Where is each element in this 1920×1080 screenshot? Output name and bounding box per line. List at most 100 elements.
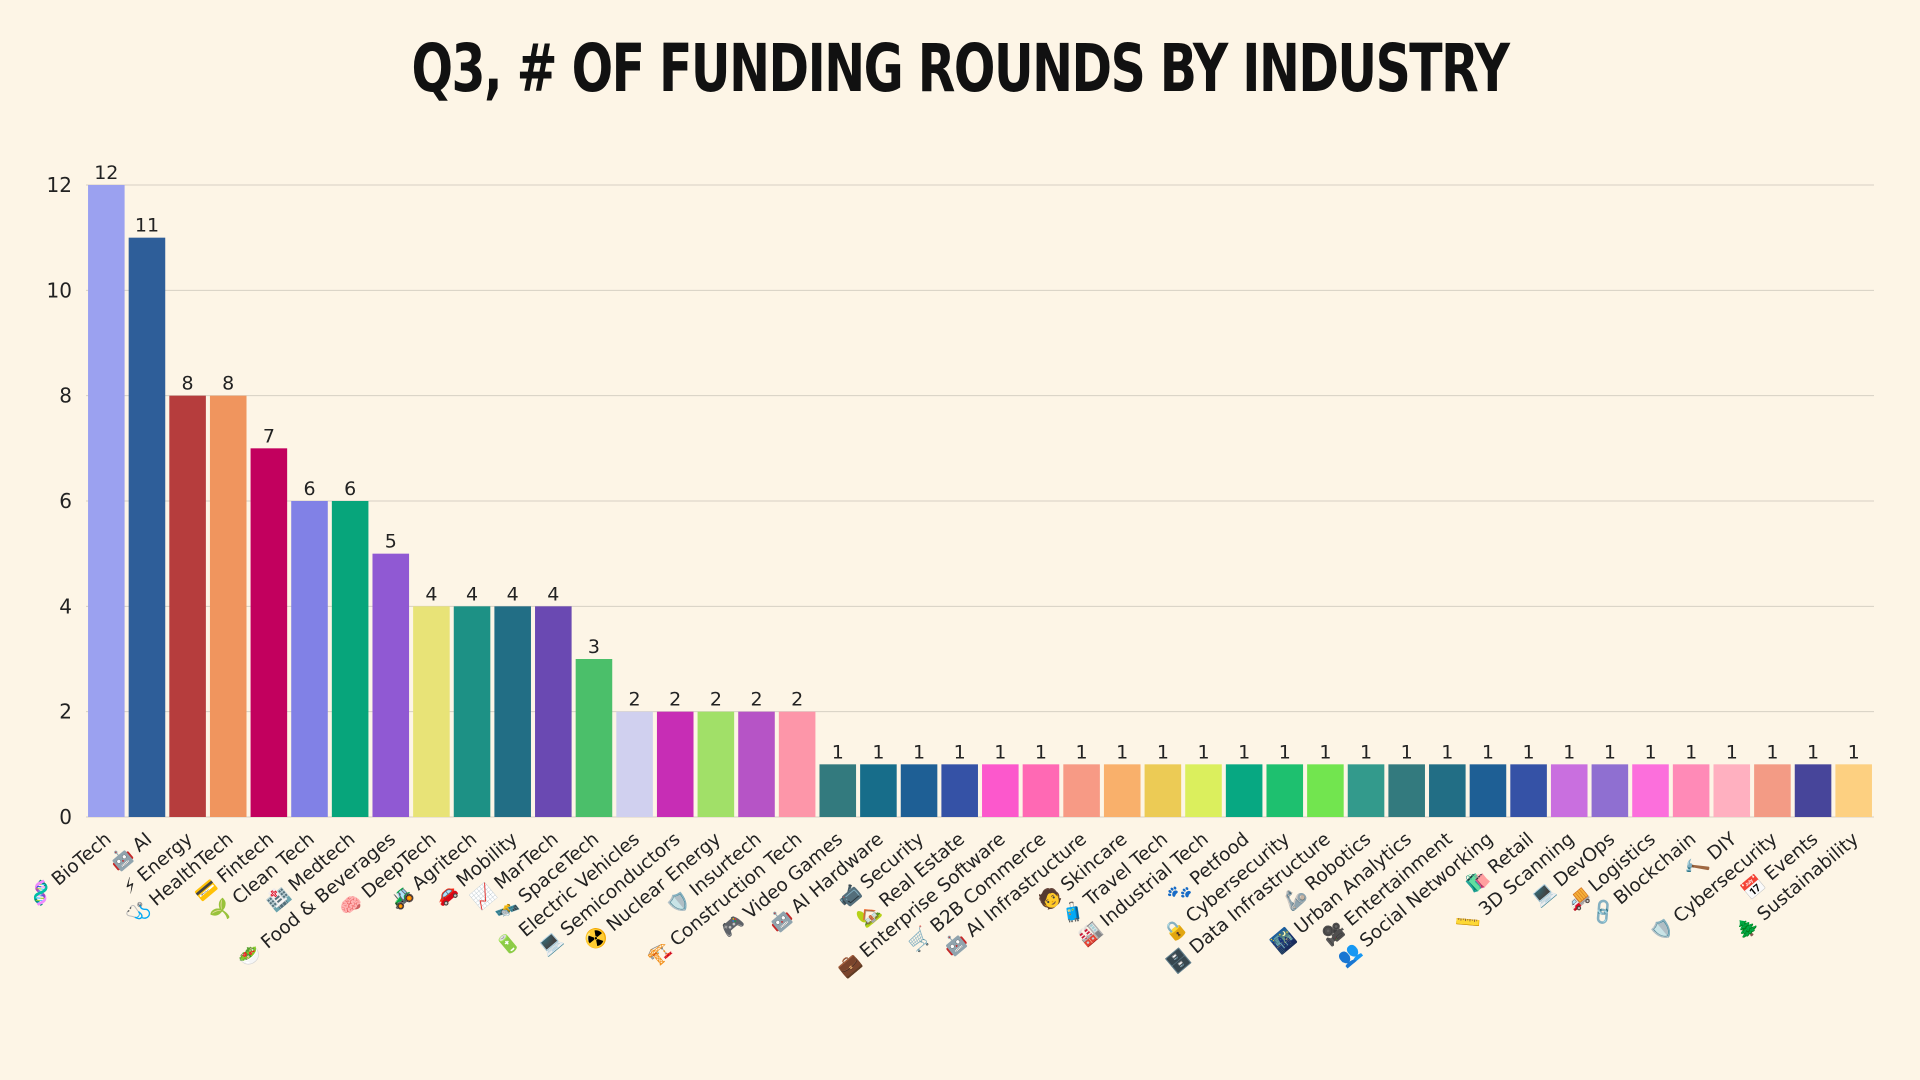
bar <box>982 764 1019 817</box>
bar <box>372 553 410 817</box>
data-label: 1 <box>1441 741 1453 763</box>
y-axis-ticks: 0 2 4 6 8 10 12 <box>47 173 72 829</box>
data-label: 3 <box>588 636 600 658</box>
y-tick-label: 0 <box>59 805 72 829</box>
bar <box>1347 764 1385 817</box>
data-label: 7 <box>263 425 275 447</box>
bar <box>1429 764 1466 817</box>
data-label: 1 <box>1279 741 1291 763</box>
data-label: 1 <box>1360 741 1372 763</box>
data-label: 4 <box>547 583 559 605</box>
bar <box>1510 764 1547 817</box>
bar <box>1469 764 1507 817</box>
bar <box>1063 764 1100 817</box>
data-label: 1 <box>1076 741 1088 763</box>
data-label: 1 <box>1848 741 1860 763</box>
data-label: 1 <box>1482 741 1494 763</box>
data-label: 1 <box>1644 741 1656 763</box>
data-label: 1 <box>832 741 844 763</box>
bar <box>1672 764 1710 817</box>
bar <box>1144 764 1182 817</box>
bar <box>860 764 897 817</box>
bar <box>1754 764 1791 817</box>
data-label: 1 <box>1116 741 1128 763</box>
bar <box>900 764 938 817</box>
data-label: 2 <box>629 689 641 711</box>
data-label: 1 <box>1197 741 1209 763</box>
bar <box>656 711 694 817</box>
data-label: 1 <box>1157 741 1169 763</box>
data-label: 1 <box>1523 741 1535 763</box>
bar <box>250 448 288 817</box>
data-label: 5 <box>385 531 397 553</box>
bar <box>494 606 531 817</box>
data-label: 1 <box>872 741 884 763</box>
y-tick-label: 6 <box>59 489 72 513</box>
y-tick-label: 12 <box>47 173 72 197</box>
data-label: 1 <box>1726 741 1738 763</box>
bar <box>1388 764 1425 817</box>
bar <box>1103 764 1141 817</box>
data-label: 1 <box>1807 741 1819 763</box>
data-label: 1 <box>1035 741 1047 763</box>
data-label: 8 <box>182 373 194 395</box>
data-label: 1 <box>1604 741 1616 763</box>
bar <box>738 711 775 817</box>
bar <box>778 711 816 817</box>
data-label: 2 <box>710 689 722 711</box>
data-label: 2 <box>750 689 762 711</box>
data-label: 4 <box>466 583 478 605</box>
data-label: 1 <box>913 741 925 763</box>
data-label: 8 <box>222 373 234 395</box>
bars <box>88 185 1872 817</box>
bar <box>1591 764 1629 817</box>
data-label: 1 <box>1319 741 1331 763</box>
data-label: 2 <box>791 689 803 711</box>
data-label: 6 <box>303 478 315 500</box>
data-label: 2 <box>669 689 681 711</box>
bar <box>697 711 735 817</box>
category-labels: 🧬 BioTech🤖 AI⚡ Energy🩺 HealthTech💳 Finte… <box>25 827 1863 981</box>
bar <box>1794 764 1832 817</box>
bar <box>1835 764 1872 817</box>
bar <box>169 395 206 817</box>
data-label: 1 <box>1685 741 1697 763</box>
data-label: 1 <box>994 741 1006 763</box>
bar <box>1185 764 1222 817</box>
data-label: 1 <box>1401 741 1413 763</box>
y-tick-label: 4 <box>59 594 72 618</box>
bar <box>1225 764 1263 817</box>
data-label: 1 <box>954 741 966 763</box>
bar <box>616 711 653 817</box>
bar <box>575 659 613 817</box>
bar <box>413 606 450 817</box>
bar <box>1550 764 1588 817</box>
bar <box>1022 764 1060 817</box>
bar <box>1632 764 1669 817</box>
data-label: 1 <box>1563 741 1575 763</box>
y-tick-label: 8 <box>59 384 72 408</box>
data-label: 1 <box>1238 741 1250 763</box>
bar <box>88 185 125 817</box>
y-tick-label: 10 <box>47 278 72 302</box>
bar <box>209 395 247 817</box>
chart-title: Q3, # OF FUNDING ROUNDS BY INDUSTRY <box>411 30 1509 107</box>
data-label: 6 <box>344 478 356 500</box>
data-label: 1 <box>1766 741 1778 763</box>
bar <box>331 501 369 817</box>
bar <box>1307 764 1344 817</box>
bar <box>128 237 166 817</box>
bar <box>1713 764 1751 817</box>
data-label: 11 <box>135 215 159 237</box>
data-label: 4 <box>425 583 437 605</box>
y-tick-label: 2 <box>59 700 72 724</box>
bar <box>819 764 857 817</box>
data-label: 4 <box>507 583 519 605</box>
bar <box>453 606 491 817</box>
bar <box>1266 764 1304 817</box>
data-label: 12 <box>94 162 118 184</box>
category-label: 🧬 BioTech <box>25 827 116 909</box>
bar <box>291 501 328 817</box>
